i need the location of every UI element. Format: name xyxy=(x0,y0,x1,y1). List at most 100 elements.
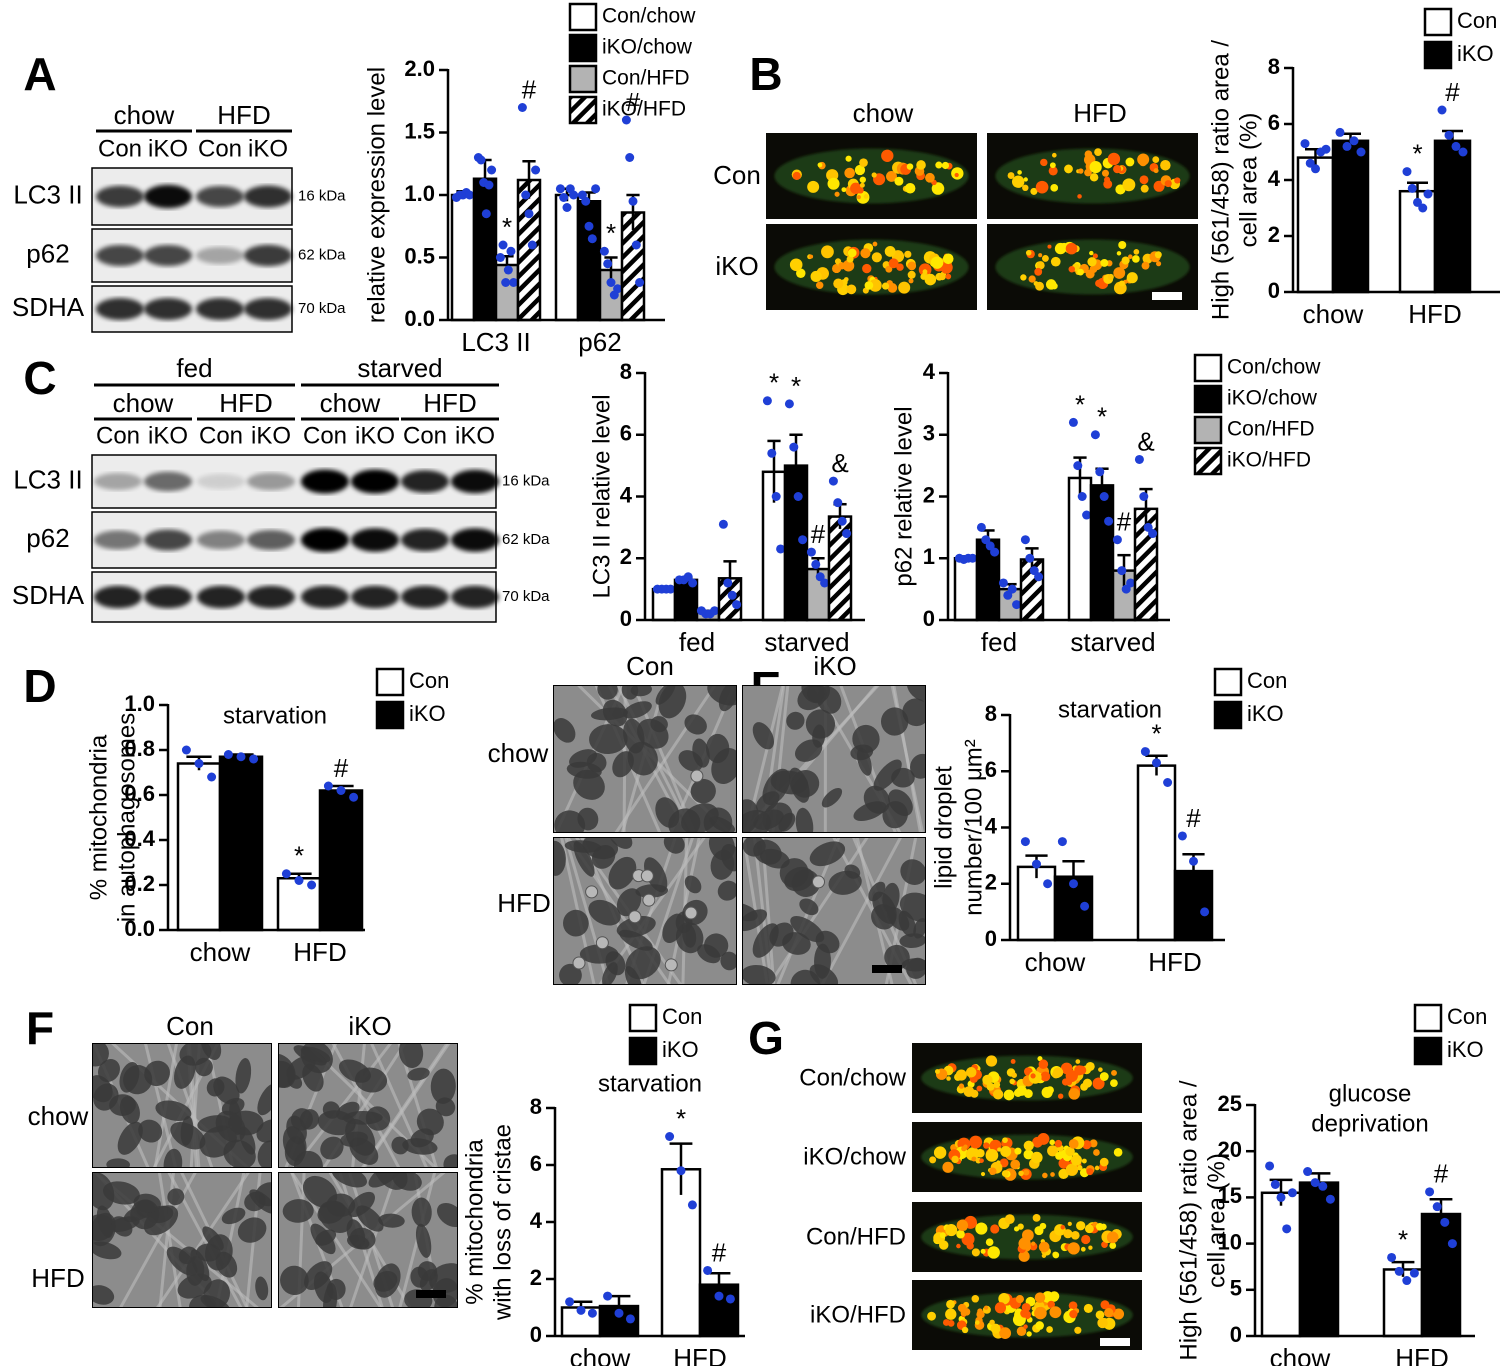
data-point xyxy=(1407,183,1417,193)
data-point xyxy=(323,781,333,791)
data-point xyxy=(784,399,794,409)
significance-marker: * xyxy=(676,1103,686,1133)
organelle xyxy=(961,1326,969,1334)
organelle xyxy=(894,176,904,186)
image-tile xyxy=(553,837,737,985)
data-point xyxy=(968,553,978,563)
size-marker: 16 kDa xyxy=(298,187,346,204)
chart-title: glucose xyxy=(1329,1080,1412,1107)
organelle xyxy=(1016,1326,1027,1336)
organelle xyxy=(942,1161,954,1173)
legend-label: Con/HFD xyxy=(602,67,690,90)
mitochondrion xyxy=(280,1265,309,1296)
lane-label: iKO xyxy=(148,422,188,449)
organelle xyxy=(931,182,945,195)
mitochondrion xyxy=(237,1217,267,1243)
data-point xyxy=(1447,1239,1457,1249)
blot-band xyxy=(247,530,295,550)
mitochondrion xyxy=(573,769,605,800)
y-tick-label: 0 xyxy=(1230,1322,1242,1347)
data-point xyxy=(1025,553,1035,563)
significance-marker: & xyxy=(831,448,848,478)
organelle xyxy=(1065,1146,1075,1157)
y-tick-label: 1.5 xyxy=(404,118,435,143)
organelle xyxy=(945,273,952,280)
mitochondrion xyxy=(786,711,805,730)
data-point xyxy=(465,190,475,200)
mitochondrion xyxy=(411,1197,432,1227)
y-tick-label: 0 xyxy=(1268,278,1280,303)
organelle xyxy=(1113,1308,1125,1320)
mitochondrion xyxy=(119,1061,140,1093)
mitochondrion xyxy=(779,858,809,888)
organelle xyxy=(810,270,822,283)
blot-band xyxy=(96,245,144,266)
y-tick-label: 2 xyxy=(620,544,632,569)
row-label: chow xyxy=(28,1101,89,1131)
organelle xyxy=(871,172,877,178)
blot-band xyxy=(244,244,292,267)
legend-label: iKO/HFD xyxy=(602,98,686,121)
data-point xyxy=(487,165,497,175)
mitochondrion xyxy=(850,744,874,761)
organelle xyxy=(847,248,857,258)
significance-marker: * xyxy=(1097,402,1107,432)
size-marker: 70 kDa xyxy=(502,588,550,605)
image-tile xyxy=(553,685,737,833)
organelle xyxy=(1023,1324,1028,1329)
legend-label: iKO xyxy=(1247,701,1284,726)
organelle xyxy=(1036,261,1045,270)
lane-label: Con xyxy=(199,422,243,449)
blot-band xyxy=(351,469,399,494)
organelle xyxy=(850,182,862,195)
mitochondrion xyxy=(709,816,736,833)
y-tick-label: 0.0 xyxy=(404,306,435,331)
organelle xyxy=(1084,1224,1094,1234)
organelle xyxy=(1041,254,1049,262)
organelle xyxy=(885,152,893,160)
organelle xyxy=(1026,1331,1032,1337)
bar xyxy=(1136,764,1177,942)
organelle xyxy=(807,180,820,193)
mitochondrion xyxy=(553,718,576,743)
y-tick-label: 0 xyxy=(620,606,632,631)
organelle xyxy=(1025,250,1032,256)
mitochondrion xyxy=(331,1172,367,1188)
data-point xyxy=(1321,144,1331,154)
group-label: chow xyxy=(320,388,381,418)
significance-marker: # xyxy=(1186,803,1201,833)
data-point xyxy=(688,578,698,588)
organelle xyxy=(1121,256,1130,265)
organelle xyxy=(1085,269,1095,279)
data-point xyxy=(1095,467,1105,477)
lipid-droplet xyxy=(585,885,599,899)
organelle xyxy=(960,1309,968,1317)
organelle xyxy=(1107,152,1121,166)
lipid-droplet xyxy=(595,936,609,950)
data-point xyxy=(576,1305,586,1315)
organelle xyxy=(1075,1059,1081,1064)
panel-letter: A xyxy=(23,48,56,100)
mitochondrion xyxy=(117,1121,143,1155)
x-tick-label: starved xyxy=(1070,627,1155,657)
data-point xyxy=(990,547,1000,557)
size-marker: 70 kDa xyxy=(298,300,346,317)
organelle xyxy=(815,281,824,289)
organelle xyxy=(1111,1069,1117,1076)
y-axis-label: High (561/458) ratio area / xyxy=(1175,1080,1202,1360)
mitochondrion xyxy=(663,837,685,854)
y-axis-label: cell area (%) xyxy=(1203,1153,1230,1288)
data-point xyxy=(1287,1188,1297,1198)
mitochondrion xyxy=(300,1046,331,1063)
organelle xyxy=(1156,261,1162,267)
mitochondrion xyxy=(215,1251,238,1278)
mitochondrion xyxy=(346,1219,366,1248)
mitochondrion xyxy=(794,739,823,762)
organelle xyxy=(1020,274,1027,281)
data-point xyxy=(236,752,246,762)
data-point xyxy=(976,522,986,532)
organelle xyxy=(1049,1306,1062,1319)
organelle xyxy=(1084,150,1093,159)
organelle xyxy=(1004,1214,1015,1225)
data-point xyxy=(1423,189,1433,199)
